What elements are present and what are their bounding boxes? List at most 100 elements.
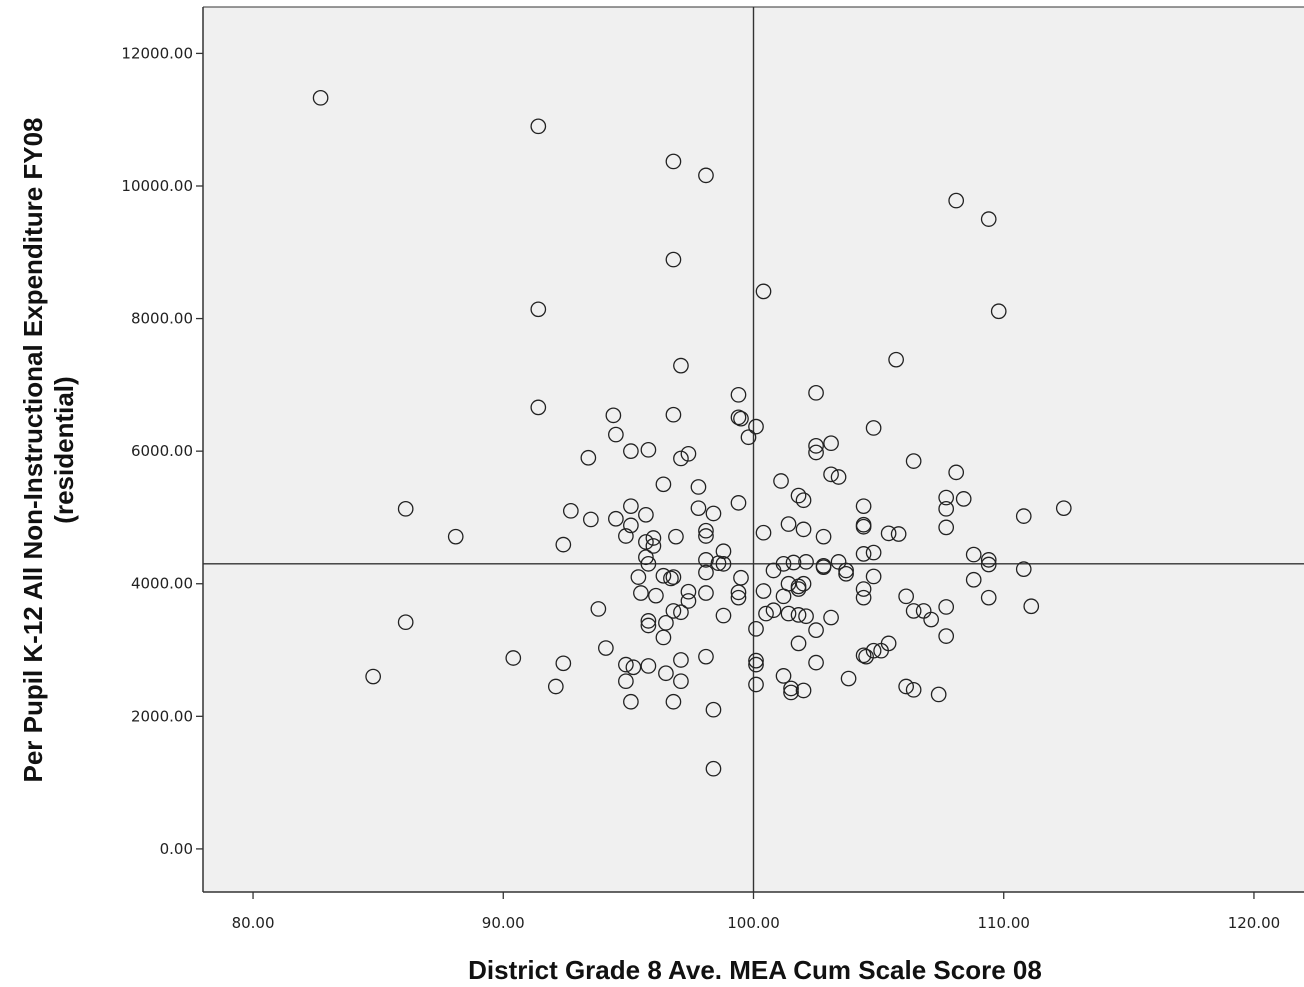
y-tick-label: 2000.00: [131, 707, 193, 725]
y-tick-label: 6000.00: [131, 442, 193, 460]
data-point: [555, 536, 572, 553]
data-point: [690, 479, 707, 495]
x-tick-label: 100.00: [727, 914, 780, 932]
data-point: [815, 528, 832, 545]
data-point: [665, 251, 682, 268]
data-point: [755, 583, 772, 599]
data-points: [312, 89, 1072, 777]
data-point: [790, 635, 807, 652]
data-point: [905, 603, 922, 619]
y-tick-label: 8000.00: [131, 310, 193, 328]
data-point: [365, 668, 382, 685]
data-point: [780, 516, 797, 532]
data-point: [795, 492, 812, 509]
data-point: [505, 650, 522, 666]
data-point: [990, 303, 1007, 320]
data-point: [680, 583, 697, 600]
data-point: [618, 656, 634, 673]
reference-lines: [203, 7, 1304, 892]
data-point: [855, 581, 872, 597]
data-point: [397, 614, 414, 631]
data-point: [748, 620, 764, 637]
data-point: [773, 473, 789, 489]
y-axis-title-line-2: (residential): [49, 376, 79, 523]
data-point: [547, 678, 564, 695]
data-point: [623, 498, 639, 515]
data-point: [583, 511, 599, 528]
x-ticks: 80.00 90.00 100.00 110.00 120.00: [232, 892, 1280, 932]
data-point: [838, 565, 854, 582]
data-point: [580, 449, 597, 466]
data-point: [955, 491, 972, 507]
data-point: [808, 444, 824, 461]
data-point: [855, 546, 872, 562]
data-point: [715, 556, 732, 572]
data-point: [938, 500, 955, 517]
data-point: [785, 554, 802, 571]
data-point: [780, 605, 797, 622]
y-tick-label: 0.00: [160, 840, 193, 858]
data-point: [312, 89, 329, 106]
data-point: [658, 615, 674, 631]
data-point: [855, 518, 872, 535]
data-point: [655, 567, 672, 584]
data-point: [823, 609, 839, 626]
y-axis-title: Per Pupil K-12 All Non-Instructional Exp…: [18, 117, 79, 782]
data-point: [938, 519, 955, 536]
y-tick-label: 4000.00: [131, 575, 193, 593]
data-point: [665, 693, 682, 710]
data-point: [640, 658, 657, 674]
data-point: [665, 569, 682, 585]
data-point: [855, 647, 872, 664]
data-point: [888, 351, 904, 368]
data-point: [618, 528, 634, 544]
data-point: [840, 670, 857, 687]
x-tick-label: 80.00: [232, 914, 275, 932]
data-point: [795, 575, 812, 592]
data-point: [698, 648, 714, 665]
data-point: [673, 357, 689, 374]
data-point: [808, 384, 824, 401]
data-point: [748, 676, 764, 693]
data-point: [730, 409, 747, 426]
data-point: [640, 556, 657, 572]
data-point: [625, 659, 642, 676]
data-point: [730, 589, 747, 606]
data-point: [923, 611, 940, 628]
data-point: [898, 678, 914, 695]
data-point: [638, 506, 654, 523]
data-point: [690, 500, 707, 517]
data-point: [705, 760, 722, 777]
data-point: [673, 450, 689, 467]
data-point: [798, 608, 814, 625]
data-point: [965, 546, 982, 563]
data-point: [673, 673, 689, 690]
data-point: [758, 605, 774, 622]
data-point: [980, 556, 997, 573]
data-point: [698, 564, 714, 581]
data-point: [447, 528, 464, 545]
data-point: [638, 549, 654, 566]
data-point: [898, 588, 914, 605]
data-point: [740, 429, 757, 446]
data-point: [623, 443, 639, 460]
data-point: [705, 701, 722, 718]
data-point: [930, 686, 947, 703]
data-point: [645, 538, 662, 554]
data-point: [648, 587, 664, 604]
data-point: [980, 211, 997, 227]
data-point: [823, 466, 839, 483]
data-point: [668, 528, 684, 545]
data-point: [555, 655, 572, 672]
y-ticks: 0.00 2000.00 4000.00 6000.00 8000.00 10000.00…: [121, 44, 203, 858]
data-point: [905, 453, 922, 469]
data-point: [598, 640, 614, 656]
data-point: [790, 487, 807, 504]
data-point: [698, 585, 714, 601]
data-point: [865, 420, 882, 436]
data-point: [630, 569, 647, 585]
data-point: [623, 693, 639, 710]
data-point: [562, 502, 579, 519]
data-point: [948, 192, 965, 209]
